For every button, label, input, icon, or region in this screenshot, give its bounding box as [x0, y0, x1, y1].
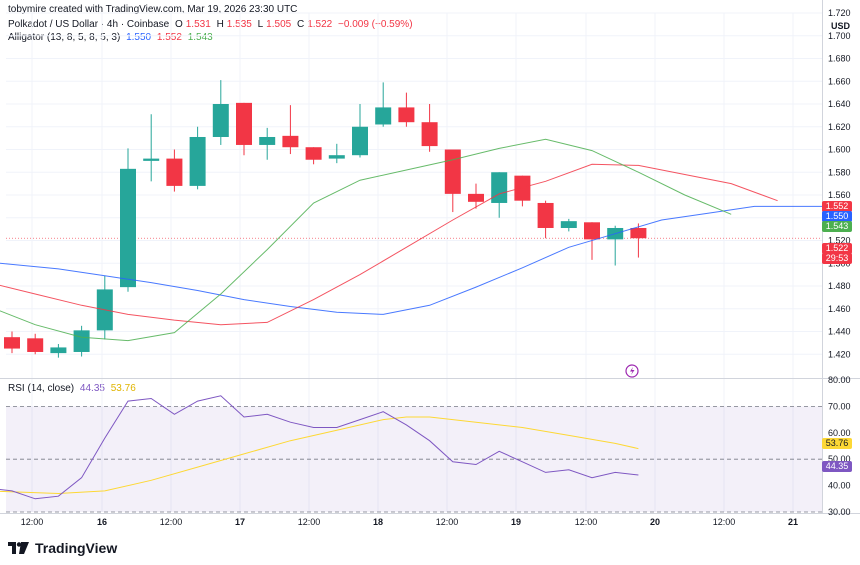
rsi-tick-label: 30.00	[828, 507, 851, 517]
ohlc-close: C 1.522	[296, 19, 333, 30]
replay-icon[interactable]	[625, 364, 639, 378]
candle-body[interactable]	[120, 168, 136, 288]
time-tick-label: 12:00	[713, 517, 736, 527]
price-tick-label: 1.480	[828, 281, 851, 291]
tradingview-brand-text: TradingView	[35, 540, 118, 556]
ohlc-low: L 1.505	[257, 19, 292, 30]
price-tick-label: 1.420	[828, 349, 851, 359]
price-tick-label: 1.700	[828, 31, 851, 41]
candle-body[interactable]	[50, 347, 67, 354]
price-tick-label: 1.600	[828, 145, 851, 155]
candle-body[interactable]	[259, 136, 276, 145]
time-tick-label: 18	[373, 517, 383, 527]
candle-body[interactable]	[143, 158, 160, 161]
time-tick-label: 12:00	[575, 517, 598, 527]
candle-body[interactable]	[444, 149, 461, 194]
currency-label[interactable]: USD	[831, 21, 851, 31]
symbol-title[interactable]: Polkadot / US Dollar · 4h · Coinbase	[8, 19, 170, 30]
ohlc-change: −0.009 (−0.59%)	[338, 19, 413, 30]
candle-body[interactable]	[73, 330, 90, 352]
rsi-tick-label: 70.00	[828, 401, 851, 411]
chart-credit: tobymire created with TradingView.com, M…	[8, 4, 298, 15]
rsi-ma-legend-value: 53.76	[110, 383, 136, 394]
candle-body[interactable]	[305, 147, 322, 160]
price-tick-label: 1.520	[828, 236, 851, 246]
candle-body[interactable]	[468, 193, 484, 202]
alligator-lips-line	[0, 138, 732, 342]
rsi-legend[interactable]: RSI (14, close) 44.35 53.76	[8, 383, 139, 394]
candle-body[interactable]	[212, 104, 229, 137]
candle-body[interactable]	[514, 175, 531, 201]
teeth-price-tag: 1.552	[822, 201, 852, 212]
alligator-jaw-line	[0, 205, 824, 315]
alligator-title[interactable]: Alligator (13, 8, 5, 8, 5, 3)	[8, 32, 121, 43]
candle-body[interactable]	[352, 126, 368, 156]
rsi-tick-label: 40.00	[828, 481, 851, 491]
candle-body[interactable]	[584, 222, 600, 240]
time-tick-label: 16	[97, 517, 107, 527]
price-tick-label: 1.720	[828, 8, 851, 18]
candle-body[interactable]	[560, 221, 577, 228]
lips-price-tag: 1.543	[822, 221, 852, 232]
candle-body[interactable]	[630, 227, 647, 239]
alligator-teeth-line	[0, 163, 778, 326]
rsi-legend-value: 44.35	[79, 383, 105, 394]
candle-body[interactable]	[166, 158, 183, 186]
candle-body[interactable]	[282, 135, 299, 148]
time-tick-label: 12:00	[160, 517, 183, 527]
rsi-ma-tag: 53.76	[822, 438, 852, 449]
price-tick-label: 1.640	[828, 99, 851, 109]
time-tick-label: 12:00	[436, 517, 459, 527]
candle-body[interactable]	[328, 155, 345, 159]
price-tick-label: 1.680	[828, 54, 851, 64]
price-tick-label: 1.580	[828, 167, 851, 177]
countdown-tag: 29:53	[822, 253, 852, 264]
rsi-line	[0, 395, 639, 500]
alligator-jaw-value: 1.550	[126, 32, 152, 43]
alligator-legend[interactable]: Alligator (13, 8, 5, 8, 5, 3) 1.550 1.55…	[8, 32, 216, 43]
price-tick-label: 1.460	[828, 304, 851, 314]
tradingview-logo-icon	[8, 542, 29, 554]
candle-body[interactable]	[421, 122, 438, 147]
candle-body[interactable]	[236, 102, 252, 145]
ohlc-high: H 1.535	[216, 19, 252, 30]
time-tick-label: 19	[511, 517, 521, 527]
ohlc-open: O 1.531	[174, 19, 211, 30]
rsi-ma-line	[0, 416, 639, 495]
time-tick-label: 20	[650, 517, 660, 527]
price-tick-label: 1.620	[828, 122, 851, 132]
candle-body[interactable]	[4, 337, 20, 349]
time-tick-label: 17	[235, 517, 245, 527]
price-tick-label: 1.440	[828, 327, 851, 337]
candle-body[interactable]	[189, 136, 206, 186]
candle-body[interactable]	[27, 338, 44, 352]
last-price-tag: 1.522	[822, 243, 852, 254]
symbol-legend[interactable]: Polkadot / US Dollar · 4h · Coinbase O 1.…	[8, 19, 416, 30]
time-tick-label: 12:00	[298, 517, 321, 527]
price-tick-label: 1.660	[828, 76, 851, 86]
time-tick-label: 12:00	[21, 517, 44, 527]
alligator-teeth-value: 1.552	[156, 32, 182, 43]
rsi-tag: 44.35	[822, 461, 852, 472]
alligator-lips-value: 1.543	[187, 32, 213, 43]
rsi-title[interactable]: RSI (14, close)	[8, 383, 75, 394]
rsi-tick-label: 80.00	[828, 375, 851, 385]
candle-body[interactable]	[491, 172, 508, 203]
jaw-price-tag: 1.550	[822, 211, 852, 222]
rsi-tick-label: 50.00	[828, 454, 851, 464]
tradingview-logo[interactable]: TradingView	[8, 540, 117, 556]
price-tick-label: 1.560	[828, 190, 851, 200]
time-tick-label: 21	[788, 517, 798, 527]
rsi-tick-label: 60.00	[828, 428, 851, 438]
candle-body[interactable]	[398, 107, 415, 123]
candle-body[interactable]	[375, 107, 392, 125]
candle-body[interactable]	[537, 202, 554, 228]
